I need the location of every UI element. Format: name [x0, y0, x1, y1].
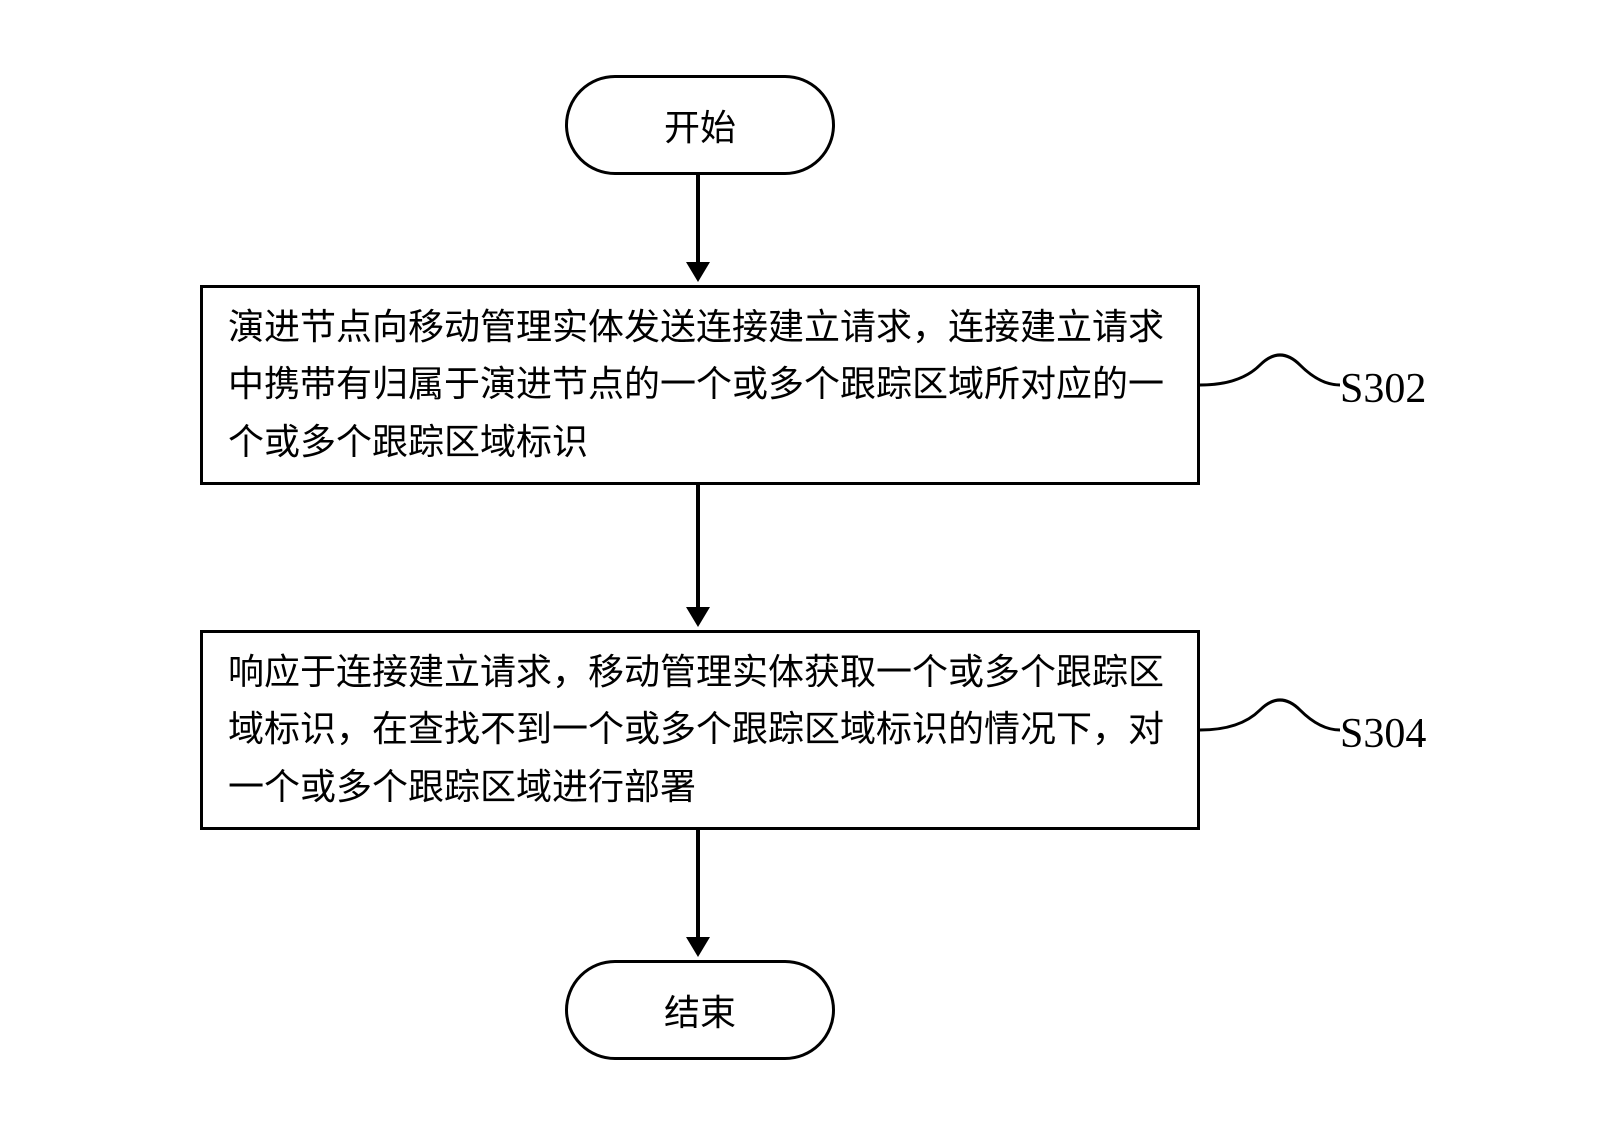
arrow-head-2 — [686, 607, 710, 627]
flowchart-container: 开始 演进节点向移动管理实体发送连接建立请求，连接建立请求中携带有归属于演进节点… — [0, 0, 1622, 1148]
arrow-1 — [696, 175, 700, 265]
start-text: 开始 — [664, 99, 736, 151]
step1-label: S302 — [1340, 365, 1426, 413]
end-text: 结束 — [664, 984, 736, 1036]
arrow-2 — [696, 485, 700, 610]
start-node: 开始 — [565, 75, 835, 175]
arrow-head-1 — [686, 262, 710, 282]
arrow-head-3 — [686, 937, 710, 957]
connector-2 — [1200, 685, 1340, 775]
step2-node: 响应于连接建立请求，移动管理实体获取一个或多个跟踪区域标识，在查找不到一个或多个… — [200, 630, 1200, 830]
arrow-3 — [696, 830, 700, 940]
step1-node: 演进节点向移动管理实体发送连接建立请求，连接建立请求中携带有归属于演进节点的一个… — [200, 285, 1200, 485]
step2-text: 响应于连接建立请求，移动管理实体获取一个或多个跟踪区域标识，在查找不到一个或多个… — [228, 644, 1172, 817]
end-node: 结束 — [565, 960, 835, 1060]
step1-text: 演进节点向移动管理实体发送连接建立请求，连接建立请求中携带有归属于演进节点的一个… — [228, 299, 1172, 472]
step2-label: S304 — [1340, 710, 1426, 758]
connector-1 — [1200, 340, 1340, 430]
